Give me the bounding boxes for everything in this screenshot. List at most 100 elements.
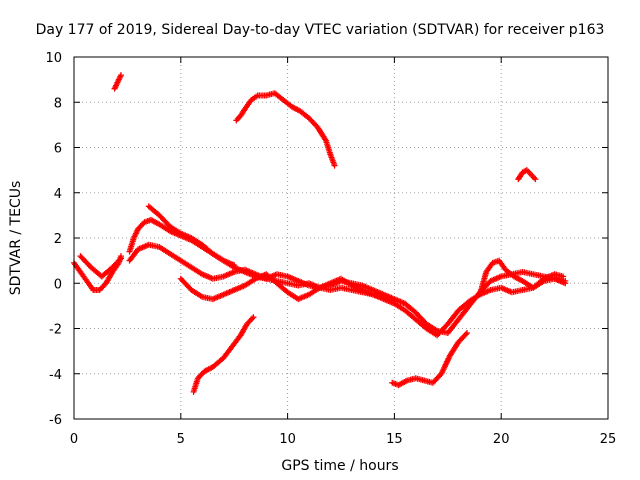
x-tick-label: 15: [386, 432, 403, 447]
x-tick-label: 20: [493, 432, 510, 447]
interp-point: [186, 263, 193, 270]
interp-point: [330, 160, 337, 167]
interp-point: [218, 256, 225, 263]
interp-point: [443, 329, 450, 336]
interp-point: [538, 277, 545, 284]
interp-point: [461, 332, 468, 339]
interp-point: [117, 73, 124, 80]
grid-lines: [74, 57, 608, 419]
interp-point: [229, 269, 236, 276]
interp-point: [494, 258, 501, 265]
interp-point: [442, 323, 449, 330]
y-tick-label: 8: [54, 96, 62, 111]
interp-point: [130, 236, 137, 243]
interp-point: [517, 287, 524, 294]
interp-point: [85, 261, 92, 268]
interp-point: [82, 276, 89, 283]
interp-point: [402, 378, 409, 385]
x-tick-label: 0: [70, 432, 78, 447]
interp-point: [410, 314, 417, 321]
interp-point: [421, 318, 428, 325]
interp-point: [496, 274, 503, 281]
series-arc-9: [233, 90, 338, 169]
y-tick-label: -6: [49, 413, 62, 428]
series-arc-11: [476, 257, 567, 298]
interp-point: [106, 266, 113, 273]
interp-point: [522, 167, 529, 174]
series-arc-12: [515, 167, 539, 183]
x-tick-label: 5: [177, 432, 185, 447]
interp-point: [482, 270, 489, 277]
x-tick-label: 25: [600, 432, 617, 447]
interp-point: [186, 234, 193, 241]
interp-point: [368, 290, 375, 297]
interp-point: [217, 357, 224, 364]
interp-point: [558, 273, 565, 280]
interp-point: [326, 149, 333, 156]
interp-point: [428, 379, 435, 386]
interp-point: [229, 263, 236, 270]
interp-point: [207, 248, 214, 255]
interp-point: [115, 257, 122, 264]
interp-point: [240, 283, 247, 290]
interp-point: [304, 281, 311, 288]
interp-point: [357, 286, 364, 293]
interp-point: [270, 90, 277, 97]
interp-point: [435, 373, 442, 380]
interp-point: [115, 78, 122, 85]
interp-point: [165, 249, 172, 256]
interp-point: [251, 276, 258, 283]
interp-point: [271, 277, 278, 284]
interp-point: [282, 279, 289, 286]
interp-point: [347, 281, 354, 288]
interp-point: [419, 377, 426, 384]
interp-point: [293, 277, 300, 284]
interp-point: [304, 292, 311, 299]
y-tick-label: 10: [45, 51, 62, 66]
interp-point: [197, 292, 204, 299]
interp-point: [346, 286, 353, 293]
interp-point: [154, 243, 161, 250]
interp-point: [218, 273, 225, 280]
interp-point: [528, 270, 535, 277]
series-arc-7: [177, 271, 398, 305]
interp-point: [462, 331, 469, 338]
axis-ticks: 0 5 10 15 20 25 -6 -4 -2 0 2 4 6 8 10: [45, 51, 616, 447]
data-points: [71, 72, 569, 395]
plot-frame: [73, 56, 609, 420]
interp-point: [76, 267, 83, 274]
interp-point: [113, 82, 120, 89]
y-tick-label: 4: [54, 187, 62, 202]
series-arc-3: [111, 72, 124, 92]
interp-point: [186, 284, 193, 291]
interp-point: [530, 174, 537, 181]
series-arc-10: [389, 330, 471, 389]
y-tick-label: -2: [49, 323, 62, 338]
interp-point: [153, 210, 160, 217]
interp-point: [229, 287, 236, 294]
y-tick-label: 0: [54, 277, 62, 292]
interp-point: [410, 307, 417, 314]
interp-point: [432, 326, 439, 333]
series-arc-8: [190, 314, 257, 395]
interp-point: [164, 221, 171, 228]
interp-point: [322, 136, 329, 143]
interp-point: [176, 256, 183, 263]
x-tick-label: 10: [279, 432, 296, 447]
interp-point: [485, 280, 492, 287]
y-tick-label: -4: [49, 368, 62, 383]
interp-point: [315, 285, 322, 292]
interp-point: [197, 270, 204, 277]
y-tick-label: 2: [54, 232, 62, 247]
interp-point: [240, 268, 247, 275]
series-arc-2: [77, 253, 124, 280]
interp-point: [249, 315, 256, 322]
interp-point: [282, 273, 289, 280]
interp-point: [526, 170, 533, 177]
interp-point: [116, 256, 123, 263]
interp-point: [378, 293, 385, 300]
interp-point: [96, 271, 103, 278]
x-axis-label: GPS time / hours: [281, 458, 398, 474]
interp-point: [312, 121, 319, 128]
